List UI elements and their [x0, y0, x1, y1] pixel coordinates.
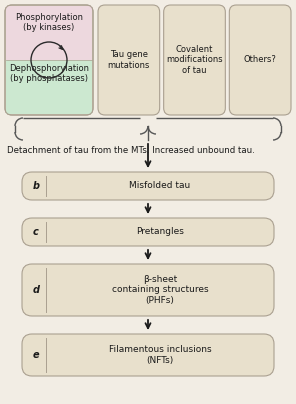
FancyBboxPatch shape	[22, 172, 274, 200]
Bar	[6, 60, 92, 114]
Text: Others?: Others?	[244, 55, 276, 65]
Text: Dephosphorylation
(by phosphatases): Dephosphorylation (by phosphatases)	[9, 64, 89, 83]
FancyBboxPatch shape	[164, 5, 225, 115]
Text: Phosphorylation
(by kinases): Phosphorylation (by kinases)	[15, 13, 83, 32]
Text: d: d	[33, 285, 39, 295]
Text: c: c	[33, 227, 39, 237]
Text: b: b	[33, 181, 39, 191]
FancyBboxPatch shape	[22, 334, 274, 376]
FancyBboxPatch shape	[229, 5, 291, 115]
FancyBboxPatch shape	[22, 218, 274, 246]
FancyBboxPatch shape	[5, 5, 93, 115]
Bar	[6, 6, 92, 60]
FancyBboxPatch shape	[98, 5, 160, 115]
FancyBboxPatch shape	[22, 264, 274, 316]
Text: Misfolded tau: Misfolded tau	[129, 181, 191, 191]
Text: Covalent
modifications
of tau: Covalent modifications of tau	[166, 45, 223, 75]
Text: Detachment of tau from the MTs. Increased unbound tau.: Detachment of tau from the MTs. Increase…	[7, 146, 255, 155]
Text: Pretangles: Pretangles	[136, 227, 184, 236]
Text: β-sheet
containing structures
(PHFs): β-sheet containing structures (PHFs)	[112, 275, 208, 305]
Text: e: e	[33, 350, 39, 360]
Text: Tau gene
mutations: Tau gene mutations	[108, 50, 150, 70]
Text: Filamentous inclusions
(NFTs): Filamentous inclusions (NFTs)	[109, 345, 211, 365]
